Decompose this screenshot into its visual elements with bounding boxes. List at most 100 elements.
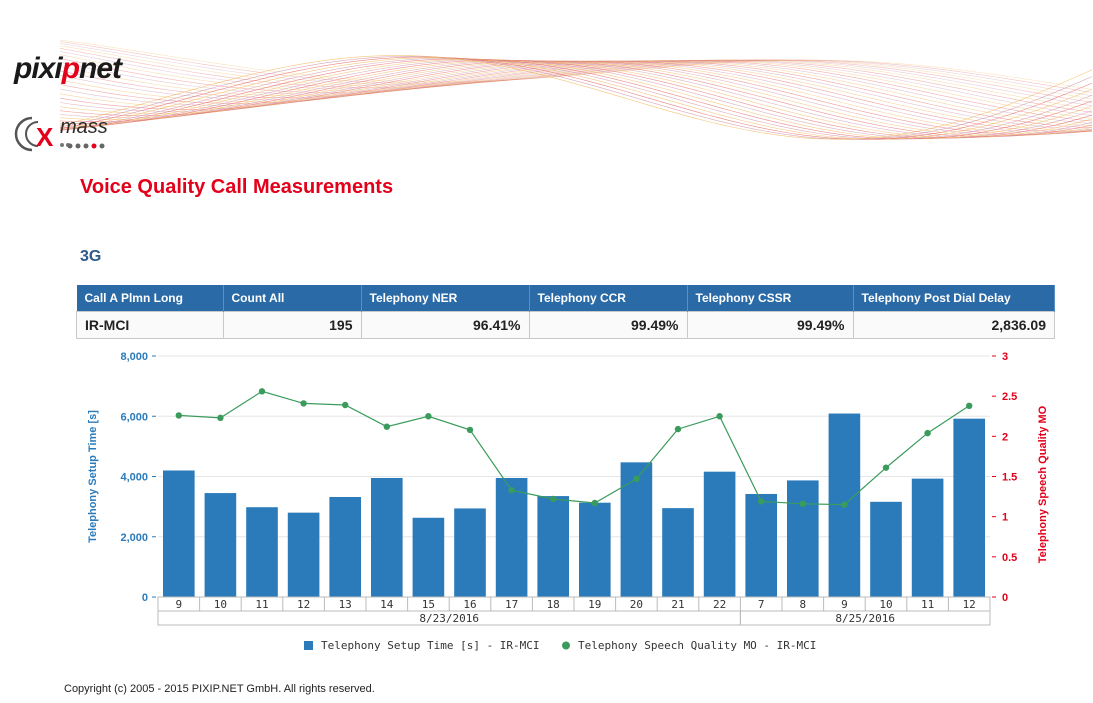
decorative-waves [60, 39, 1093, 140]
bar [745, 493, 778, 597]
table-cell: 99.49% [528, 311, 688, 339]
wave-line [60, 54, 1093, 110]
wave-line [60, 60, 1093, 137]
bar [495, 478, 528, 597]
table-cell: IR-MCI [76, 311, 224, 339]
table-cell: 96.41% [360, 311, 530, 339]
setup-time-speech-quality-chart: 0 2,000 4,000 6,000 8,000 0 0.5 1 1.5 2 2.5 3 Teleph… [87, 351, 1049, 652]
wave-line [60, 60, 1093, 139]
data-point [258, 388, 266, 395]
bar [162, 470, 195, 597]
svg-text:X: X [36, 122, 54, 152]
table-cell: 2,836.09 [852, 311, 1055, 339]
bar [662, 508, 694, 597]
x-tick-label: 12 [297, 598, 310, 611]
y-tick-label: 6,000 [120, 411, 148, 423]
wave-line [60, 60, 1093, 137]
data-point [591, 499, 598, 507]
bar [412, 517, 445, 597]
speech-quality-line [178, 390, 970, 506]
column-header: Telephony NER [361, 285, 530, 312]
report-header: pixipnet X mass [0, 0, 1093, 160]
page-title: Voice Quality Call Measurements [80, 176, 394, 198]
wave-line [60, 59, 1093, 116]
y2-tick-label: 1 [1002, 512, 1008, 524]
data-point [383, 423, 390, 430]
y2-axis-title: Telephony Speech Quality MO [1037, 405, 1049, 563]
wave-line [60, 60, 1092, 131]
legend-line-swatch [562, 641, 570, 650]
data-point [716, 413, 723, 420]
data-point [882, 464, 890, 471]
data-point [342, 401, 349, 409]
legend-bar-swatch [304, 641, 313, 650]
bar [246, 507, 278, 597]
bar [537, 496, 570, 597]
measurements-table: Call A Plmn Long Count All Telephony NER… [76, 285, 1055, 339]
data-point [633, 475, 640, 483]
wave-line [60, 51, 1093, 106]
data-point [841, 501, 848, 508]
x-tick-label: 9 [175, 598, 182, 611]
y2-tick-label: 2 [1002, 431, 1008, 443]
x-tick-label: 8 [799, 598, 806, 611]
bar [370, 478, 403, 597]
data-point [425, 413, 432, 420]
legend-line-label: Telephony Speech Quality MO - IR-MCI [578, 639, 816, 652]
bar [287, 512, 320, 597]
column-header: Telephony CSSR [687, 285, 854, 312]
x-tick-label: 11 [921, 598, 934, 611]
x-tick-label: 22 [713, 598, 726, 611]
y-tick-label: 8,000 [120, 351, 148, 363]
x-tick-label: 14 [380, 598, 394, 611]
table-cell: 99.49% [686, 311, 854, 339]
data-point [300, 400, 307, 407]
column-header: Telephony Post Dial Delay [853, 285, 1055, 312]
bar [911, 478, 944, 597]
bar [870, 501, 902, 597]
y2-tick-label: 1.5 [1002, 472, 1017, 484]
data-point [217, 414, 224, 422]
wave-line [60, 55, 1093, 140]
x-tick-label: 19 [588, 598, 601, 611]
data-point [550, 495, 557, 503]
pixipnet-logo: pixipnet [14, 52, 122, 85]
wave-line [60, 57, 1093, 140]
y-tick-label: 2,000 [120, 532, 148, 544]
x-tick-label: 12 [963, 598, 976, 611]
x-tick-label: 15 [422, 598, 435, 611]
bar [204, 493, 237, 597]
x-group-box [739, 610, 991, 626]
y2-tick-label: 2.5 [1002, 391, 1017, 403]
bar [620, 462, 653, 597]
section-title: 3G [80, 248, 102, 265]
table-row: IR-MCI 195 96.41% 99.49% 99.49% 2,836.09 [76, 311, 1055, 339]
column-header: Call A Plmn Long [76, 285, 224, 312]
x-tick-label: 20 [630, 598, 643, 611]
table-cell: 195 [222, 311, 362, 339]
copyright-footer: Copyright (c) 2005 - 2015 PIXIP.NET GmbH… [64, 683, 375, 695]
y2-tick-label: 3 [1002, 351, 1008, 363]
x-tick-label: 9 [841, 598, 848, 611]
data-point [799, 500, 806, 508]
data-point [674, 425, 682, 433]
x-tick-label: 21 [671, 598, 684, 611]
data-point [175, 412, 182, 419]
wave-line [60, 45, 1093, 100]
wave-line [60, 41, 1093, 93]
bar [703, 471, 736, 597]
y-tick-label: 4,000 [120, 472, 148, 484]
data-point [466, 426, 474, 434]
wave-line [60, 58, 1093, 140]
xmass-logo: X mass [14, 112, 144, 154]
wave-line [60, 60, 1093, 138]
wave-line [60, 58, 1093, 113]
wave-line [60, 56, 1093, 140]
x-tick-label: 7 [758, 598, 765, 611]
x-tick-label: 11 [255, 598, 268, 611]
data-point [924, 429, 931, 437]
legend-bar-label: Telephony Setup Time [s] - IR-MCI [321, 639, 540, 652]
bar [953, 418, 986, 597]
wave-line [60, 57, 1093, 140]
column-header: Count All [223, 285, 362, 312]
